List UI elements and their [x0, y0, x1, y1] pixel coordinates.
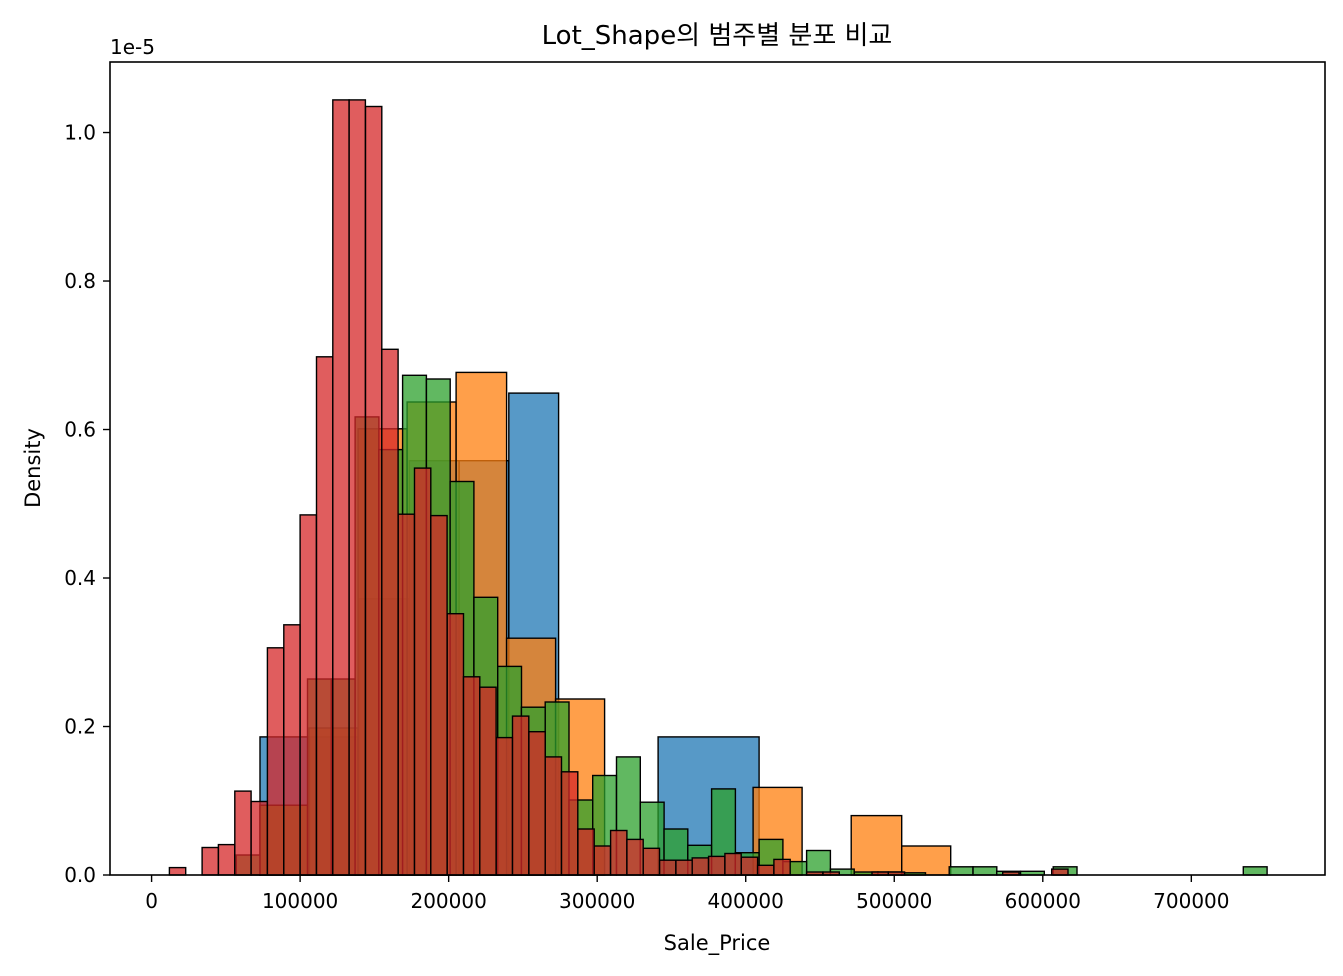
bar-s3-21: [528, 731, 546, 876]
bar-s3-14: [413, 467, 432, 876]
bar-s3-18: [479, 686, 497, 876]
x-tick-label: 400000: [708, 889, 784, 913]
bar-s1-12: [850, 814, 903, 876]
bar-s2-30: [948, 866, 974, 876]
bar-s3-3: [234, 790, 252, 876]
bar-s3-6: [283, 624, 301, 876]
bar-s3-15: [430, 514, 448, 876]
bar-s2-31: [972, 866, 998, 876]
bar-s2-36: [1242, 866, 1268, 876]
y-axis-ticks: 0.0 0.2 0.4 0.6 0.8 1.0: [64, 121, 110, 887]
y-tick-label: 0.8: [64, 269, 96, 293]
bar-s3-23: [560, 771, 579, 876]
bar-s3-28: [642, 847, 661, 876]
y-axis-offset-text: 1e-5: [110, 35, 155, 59]
bar-s3-12: [381, 348, 399, 876]
bar-s3-31: [691, 857, 710, 876]
y-tick-label: 0.4: [64, 566, 96, 590]
y-tick-label: 0.6: [64, 418, 96, 442]
bar-s3-8: [315, 356, 334, 876]
bar-s3-33: [724, 852, 742, 876]
bar-s3-0: [168, 866, 187, 876]
x-tick-label: 200000: [410, 889, 486, 913]
bar-s3-35: [756, 864, 775, 876]
bar-s3-11: [364, 105, 383, 876]
bar-s3-26: [609, 829, 628, 876]
bar-s3-20: [511, 715, 530, 876]
x-tick-label: 0: [145, 889, 158, 913]
x-tick-label: 700000: [1153, 889, 1229, 913]
bar-s3-30: [675, 859, 693, 876]
bar-s3-9: [332, 99, 350, 876]
bar-s3-2: [217, 843, 236, 876]
y-tick-label: 0.2: [64, 715, 96, 739]
bar-s3-32: [707, 855, 726, 876]
plot-area-frame: [109, 61, 1326, 876]
x-tick-label: 100000: [262, 889, 338, 913]
bar-s3-24: [577, 828, 595, 876]
y-tick-label: 0.0: [64, 863, 96, 887]
bar-s3-36: [773, 858, 791, 876]
bar-s3-13: [397, 513, 416, 876]
bar-s3-10: [348, 99, 367, 876]
histogram-bars: [168, 99, 1268, 876]
x-tick-label: 300000: [559, 889, 635, 913]
bar-s3-27: [626, 838, 644, 876]
bar-s3-17: [462, 676, 481, 876]
y-axis-label: Density: [21, 428, 45, 508]
bar-s3-34: [740, 856, 759, 876]
bar-s3-19: [495, 736, 514, 876]
bar-s3-7: [299, 514, 318, 876]
bar-s3-4: [250, 800, 269, 876]
bar-s3-29: [658, 859, 677, 876]
bar-s3-1: [201, 846, 220, 876]
bar-s1-13: [901, 845, 952, 876]
bar-s3-25: [593, 845, 612, 876]
x-tick-label: 500000: [856, 889, 932, 913]
x-tick-label: 600000: [1005, 889, 1081, 913]
y-tick-label: 1.0: [64, 121, 96, 145]
bar-s3-5: [266, 647, 285, 876]
chart-title: Lot_Shape의 범주별 분포 비교: [542, 21, 893, 51]
bar-s3-22: [544, 756, 563, 876]
bar-s3-16: [446, 613, 465, 876]
x-axis-ticks: 0 100000 200000 300000 400000 500000 600000 700…: [145, 875, 1230, 913]
bar-s3-42: [1050, 868, 1069, 876]
x-axis-label: Sale_Price: [664, 931, 771, 956]
